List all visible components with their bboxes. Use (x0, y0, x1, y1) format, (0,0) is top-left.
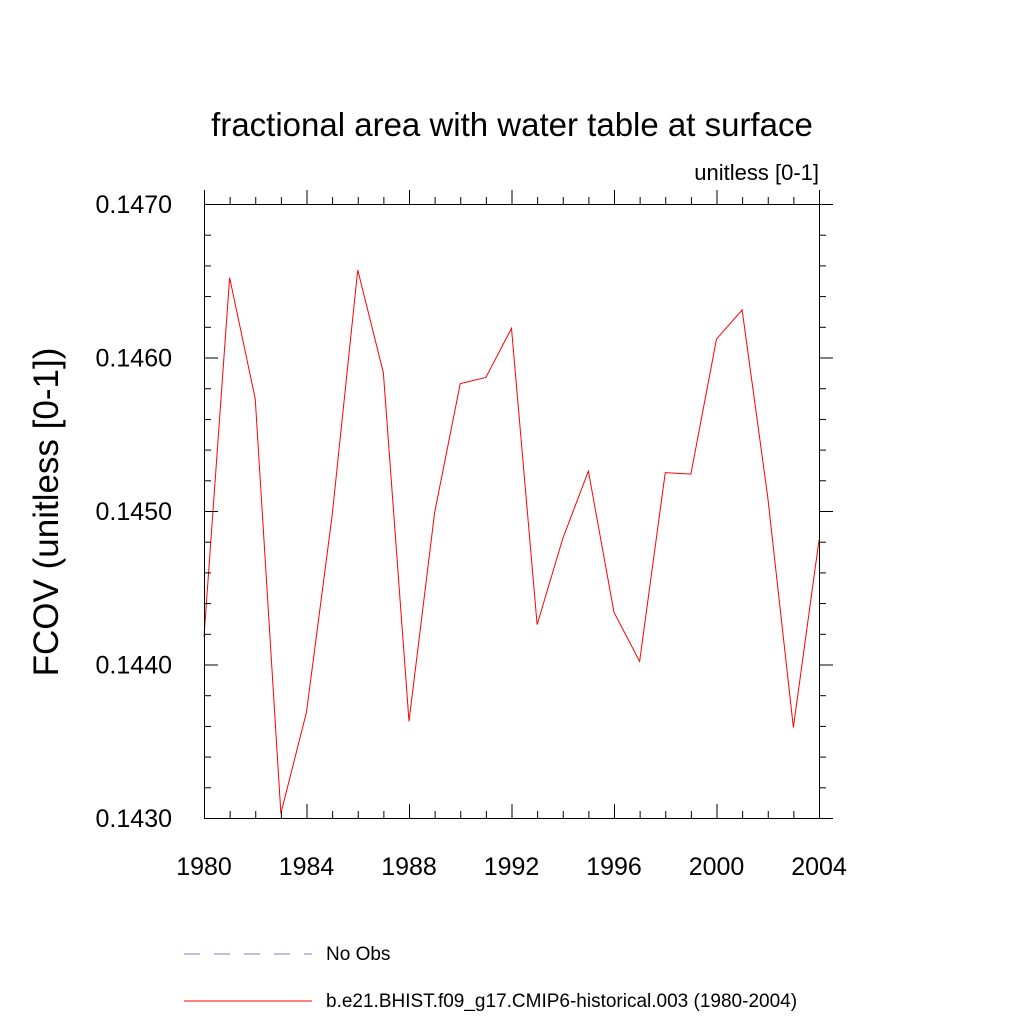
y-tick-label: 0.1450 (96, 498, 172, 526)
minor-ticks (204, 197, 826, 818)
legend: No Obs b.e21.BHIST.f09_g17.CMIP6-histori… (184, 944, 797, 1012)
x-axis-ticks: 1980 1984 1988 1992 1996 2000 2004 (176, 190, 847, 881)
legend-label-historical: b.e21.BHIST.f09_g17.CMIP6-historical.003… (326, 991, 797, 1012)
chart-subtitle: unitless [0-1] (694, 160, 819, 185)
y-tick-label: 0.1470 (96, 191, 172, 219)
plot-frame (204, 204, 820, 819)
x-tick-label: 1988 (381, 853, 437, 881)
y-axis-label: FCOV (unitless [0-1]) (27, 348, 66, 677)
y-tick-label: 0.1440 (96, 652, 172, 680)
x-tick-label: 2004 (791, 853, 847, 881)
y-tick-label: 0.1460 (96, 345, 172, 373)
x-tick-label: 1992 (484, 853, 540, 881)
chart-title: fractional area with water table at surf… (211, 106, 813, 143)
x-tick-label: 2000 (689, 853, 745, 881)
series-line-0 (203, 269, 820, 814)
x-tick-label: 1980 (176, 853, 232, 881)
y-tick-label: 0.1430 (96, 805, 172, 833)
x-tick-label: 1996 (586, 853, 642, 881)
y-axis-ticks: 0.1430 0.1440 0.1450 0.1460 0.1470 (96, 191, 833, 833)
x-tick-label: 1984 (279, 853, 335, 881)
data-layer (203, 269, 820, 814)
legend-label-no-obs: No Obs (326, 944, 390, 965)
